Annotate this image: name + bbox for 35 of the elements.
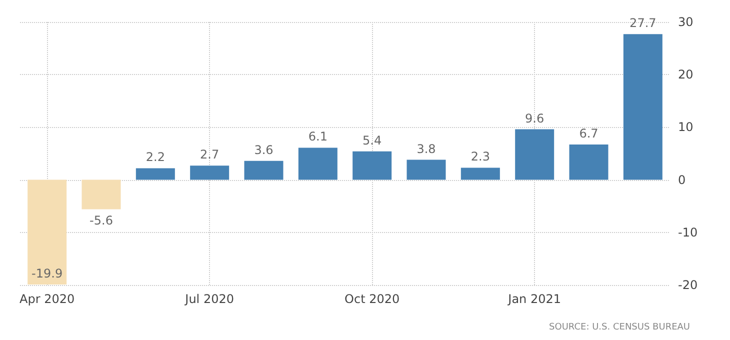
- bar: [136, 168, 175, 180]
- data-label: 2.7: [200, 148, 220, 162]
- bar: [623, 34, 662, 180]
- y-tick-label: 20: [678, 68, 694, 82]
- bar: [82, 180, 121, 210]
- data-label: 2.2: [146, 150, 165, 164]
- bar: [352, 151, 392, 180]
- y-tick-label: -20: [678, 278, 698, 292]
- data-label: 3.8: [416, 142, 436, 156]
- x-tick-label: Oct 2020: [344, 292, 400, 306]
- x-tick-label: Apr 2020: [20, 292, 75, 306]
- y-tick-label: 10: [678, 120, 694, 134]
- data-label: 6.7: [579, 126, 598, 141]
- bar: [569, 144, 608, 180]
- bar: [244, 160, 284, 180]
- data-label: 6.1: [308, 130, 328, 144]
- y-tick-label: 30: [678, 15, 694, 29]
- bar: [460, 168, 500, 180]
- data-label: -19.9: [32, 266, 63, 280]
- bar: [28, 180, 67, 284]
- x-tick-label: Jan 2021: [507, 292, 562, 306]
- bar: [298, 148, 338, 180]
- data-label: 3.6: [254, 142, 274, 157]
- source-note: SOURCE: U.S. CENSUS BUREAU: [549, 322, 690, 332]
- data-label: 5.4: [362, 133, 382, 148]
- y-tick-label: -10: [678, 225, 698, 240]
- bar: [515, 129, 554, 180]
- data-label: 9.6: [525, 111, 544, 126]
- data-label: 27.7: [630, 16, 656, 30]
- bar: [406, 160, 446, 180]
- data-label: -5.6: [90, 213, 113, 228]
- data-label: 2.3: [470, 150, 490, 164]
- y-tick-label: 0: [678, 172, 686, 187]
- bar: [190, 166, 230, 180]
- x-tick-label: Jul 2020: [184, 292, 234, 306]
